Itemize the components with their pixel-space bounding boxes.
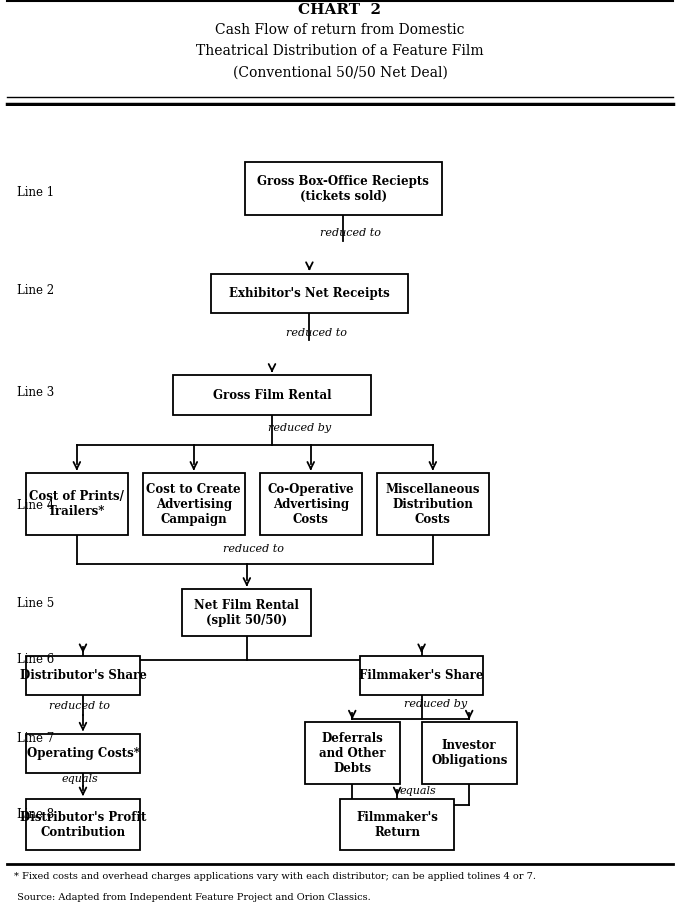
Text: Distributor's Profit
Contribution: Distributor's Profit Contribution — [20, 811, 146, 839]
Text: reduced to: reduced to — [49, 700, 110, 710]
Text: Line 6: Line 6 — [17, 653, 54, 666]
Text: Gross Box-Office Reciepts
(tickets sold): Gross Box-Office Reciepts (tickets sold) — [258, 175, 429, 202]
Text: Line 5: Line 5 — [17, 596, 54, 609]
Text: Cash Flow of return from Domestic: Cash Flow of return from Domestic — [216, 23, 464, 38]
Text: reduced to: reduced to — [320, 228, 381, 238]
Text: reduced by: reduced by — [404, 699, 466, 709]
Text: equals: equals — [399, 787, 436, 797]
Text: reduced by: reduced by — [268, 424, 330, 433]
Text: Deferrals
and Other
Debts: Deferrals and Other Debts — [319, 732, 386, 775]
Text: CHART  2: CHART 2 — [299, 3, 381, 17]
FancyBboxPatch shape — [422, 722, 517, 784]
Text: Filmmaker's
Return: Filmmaker's Return — [356, 811, 438, 839]
Text: reduced to: reduced to — [286, 328, 347, 338]
FancyBboxPatch shape — [26, 799, 140, 850]
Text: * Fixed costs and overhead charges applications vary with each distributor; can : * Fixed costs and overhead charges appli… — [14, 872, 536, 881]
Text: equals: equals — [61, 774, 98, 784]
Text: Source: Adapted from Independent Feature Project and Orion Classics.: Source: Adapted from Independent Feature… — [14, 892, 371, 902]
Text: Theatrical Distribution of a Feature Film: Theatrical Distribution of a Feature Fil… — [197, 44, 483, 59]
FancyBboxPatch shape — [26, 473, 128, 535]
Text: Line 4: Line 4 — [17, 499, 54, 512]
Text: Cost of Prints/
Trailers*: Cost of Prints/ Trailers* — [29, 491, 124, 518]
FancyBboxPatch shape — [260, 473, 362, 535]
Text: Operating Costs*: Operating Costs* — [27, 747, 139, 760]
FancyBboxPatch shape — [360, 656, 483, 695]
FancyBboxPatch shape — [211, 274, 408, 312]
Text: Line 7: Line 7 — [17, 732, 54, 745]
FancyBboxPatch shape — [173, 376, 371, 414]
Text: Line 2: Line 2 — [17, 284, 54, 297]
Text: Line 8: Line 8 — [17, 808, 54, 821]
FancyBboxPatch shape — [143, 473, 245, 535]
Text: Net Film Rental
(split 50/50): Net Film Rental (split 50/50) — [194, 599, 299, 627]
Text: Line 1: Line 1 — [17, 186, 54, 199]
Text: Distributor's Share: Distributor's Share — [20, 669, 146, 682]
Text: (Conventional 50/50 Net Deal): (Conventional 50/50 Net Deal) — [233, 65, 447, 80]
Text: Co-Operative
Advertising
Costs: Co-Operative Advertising Costs — [267, 482, 354, 526]
FancyBboxPatch shape — [26, 656, 140, 695]
Text: Investor
Obligations: Investor Obligations — [431, 739, 507, 767]
Text: reduced to: reduced to — [223, 544, 284, 554]
FancyBboxPatch shape — [305, 722, 400, 784]
FancyBboxPatch shape — [245, 162, 442, 215]
FancyBboxPatch shape — [377, 473, 489, 535]
Text: Exhibitor's Net Receipts: Exhibitor's Net Receipts — [229, 287, 390, 300]
Text: Cost to Create
Advertising
Campaign: Cost to Create Advertising Campaign — [146, 482, 241, 526]
FancyBboxPatch shape — [340, 799, 454, 850]
FancyBboxPatch shape — [182, 589, 311, 636]
Text: Gross Film Rental: Gross Film Rental — [213, 389, 331, 402]
Text: Filmmaker's Share: Filmmaker's Share — [359, 669, 484, 682]
FancyBboxPatch shape — [26, 734, 140, 774]
Text: Miscellaneous
Distribution
Costs: Miscellaneous Distribution Costs — [386, 482, 480, 526]
Text: Line 3: Line 3 — [17, 386, 54, 399]
